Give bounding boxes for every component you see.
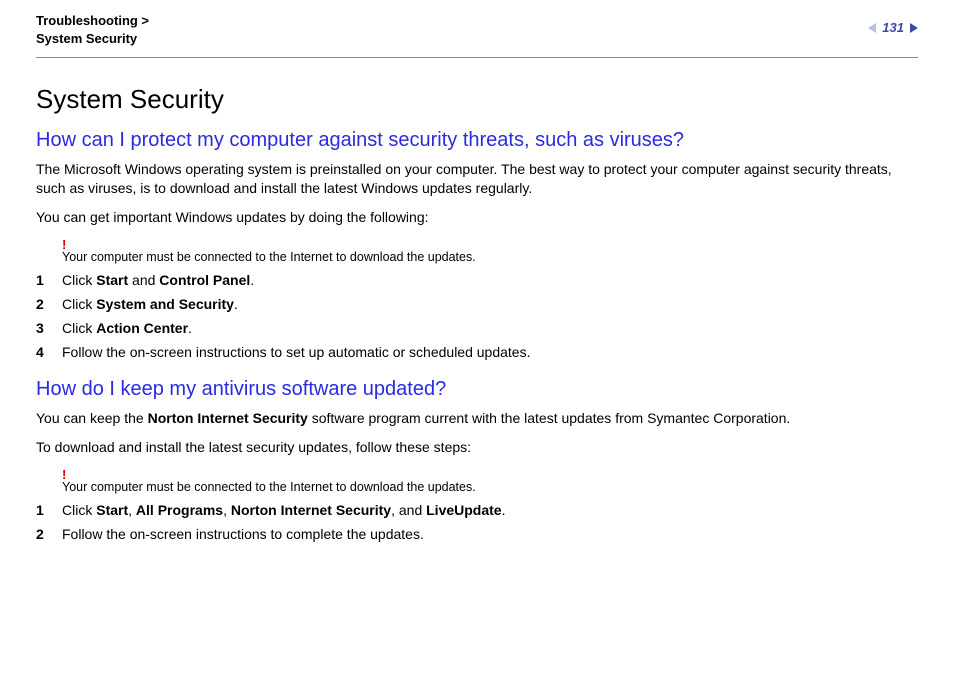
next-page-icon[interactable] — [910, 23, 918, 33]
step-text: Follow the on-screen instructions to com… — [62, 526, 918, 542]
step-text: Follow the on-screen instructions to set… — [62, 344, 918, 360]
bold-term: LiveUpdate — [426, 502, 501, 518]
list-item: 2Follow the on-screen instructions to co… — [36, 526, 918, 542]
breadcrumb-line1: Troubleshooting > — [36, 13, 149, 28]
section-title: System Security — [36, 84, 918, 115]
bold-term: Start — [96, 272, 128, 288]
q1-steps-list: 1Click Start and Control Panel.2Click Sy… — [36, 272, 918, 360]
breadcrumb-line2: System Security — [36, 31, 137, 46]
step-number: 4 — [36, 344, 62, 360]
list-item: 1Click Start, All Programs, Norton Inter… — [36, 502, 918, 518]
list-item: 1Click Start and Control Panel. — [36, 272, 918, 288]
bold-term: All Programs — [136, 502, 223, 518]
q2-p1-bold: Norton Internet Security — [148, 410, 308, 426]
step-number: 3 — [36, 320, 62, 336]
q1-paragraph-2: You can get important Windows updates by… — [36, 208, 918, 227]
bold-term: System and Security — [96, 296, 234, 312]
step-number: 1 — [36, 502, 62, 518]
question-1-heading: How can I protect my computer against se… — [36, 129, 918, 152]
question-2-heading: How do I keep my antivirus software upda… — [36, 378, 918, 401]
step-number: 1 — [36, 272, 62, 288]
step-text: Click Start, All Programs, Norton Intern… — [62, 502, 918, 518]
bold-term: Control Panel — [159, 272, 250, 288]
q2-paragraph-1: You can keep the Norton Internet Securit… — [36, 409, 918, 428]
q1-note-text: Your computer must be connected to the I… — [62, 250, 476, 264]
list-item: 4Follow the on-screen instructions to se… — [36, 344, 918, 360]
step-text: Click System and Security. — [62, 296, 918, 312]
document-page: Troubleshooting > System Security 131 Sy… — [0, 0, 954, 542]
step-number: 2 — [36, 526, 62, 542]
q2-p1-pre: You can keep the — [36, 410, 148, 426]
q2-warning-note: ! Your computer must be connected to the… — [62, 467, 918, 494]
q2-p1-post: software program current with the latest… — [308, 410, 790, 426]
bold-term: Norton Internet Security — [231, 502, 391, 518]
q2-note-text: Your computer must be connected to the I… — [62, 480, 476, 494]
prev-page-icon[interactable] — [868, 23, 876, 33]
page-header: Troubleshooting > System Security 131 — [36, 12, 918, 58]
q2-steps-list: 1Click Start, All Programs, Norton Inter… — [36, 502, 918, 542]
page-navigator: 131 — [868, 12, 918, 35]
step-number: 2 — [36, 296, 62, 312]
q1-paragraph-1: The Microsoft Windows operating system i… — [36, 160, 918, 198]
page-number: 131 — [882, 20, 904, 35]
breadcrumb: Troubleshooting > System Security — [36, 12, 149, 47]
step-text: Click Start and Control Panel. — [62, 272, 918, 288]
bold-term: Start — [96, 502, 128, 518]
list-item: 3Click Action Center. — [36, 320, 918, 336]
step-text: Click Action Center. — [62, 320, 918, 336]
q2-paragraph-2: To download and install the latest secur… — [36, 438, 918, 457]
q1-warning-note: ! Your computer must be connected to the… — [62, 237, 918, 264]
list-item: 2Click System and Security. — [36, 296, 918, 312]
bold-term: Action Center — [96, 320, 188, 336]
